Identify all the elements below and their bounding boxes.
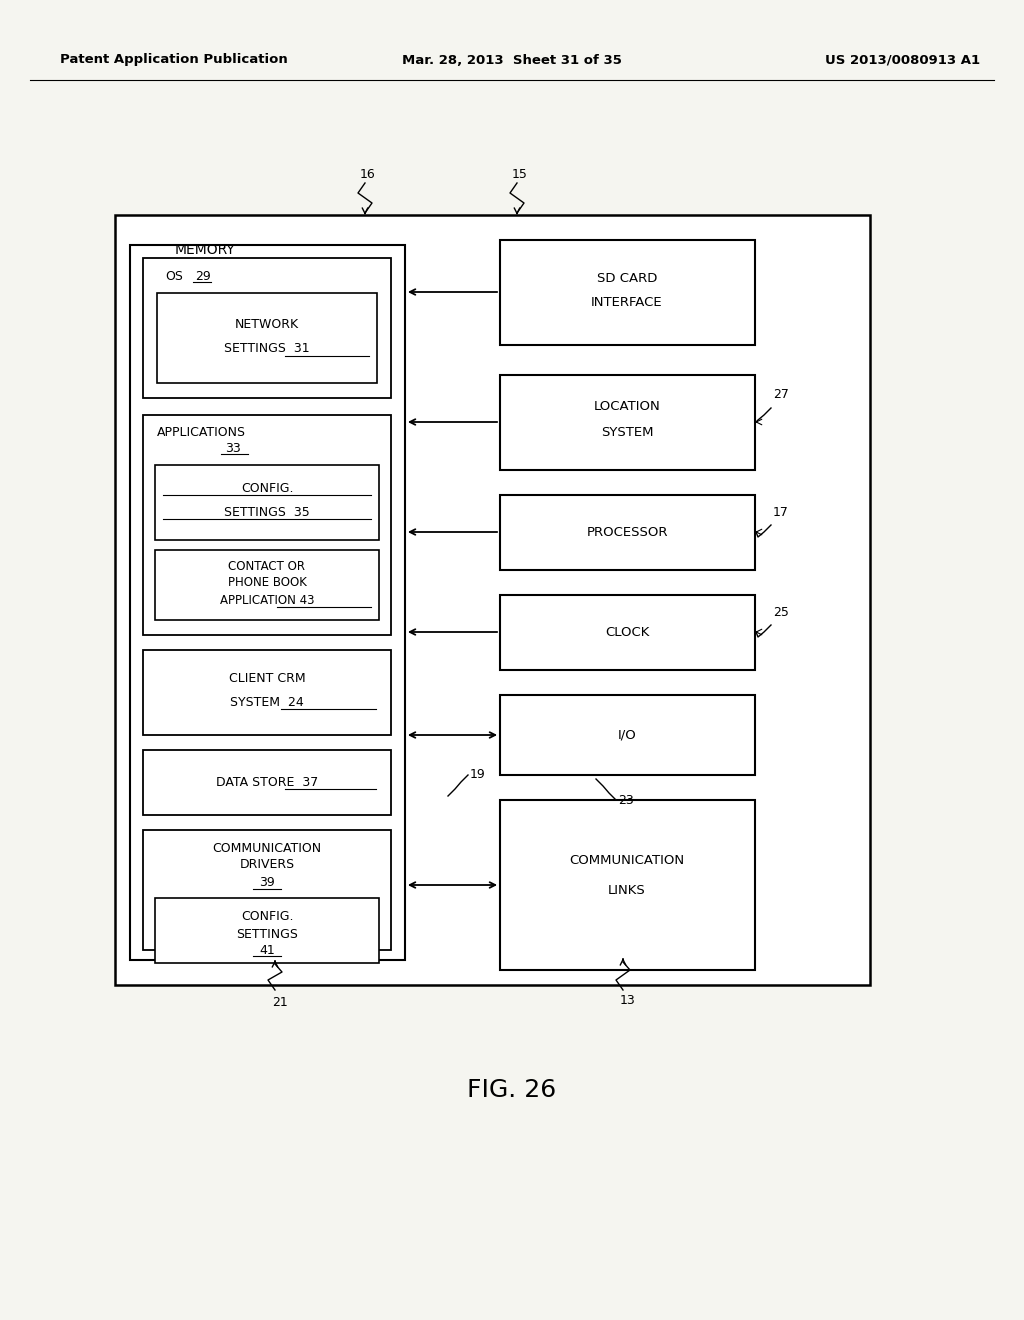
Text: SETTINGS  31: SETTINGS 31 xyxy=(224,342,310,355)
Bar xyxy=(143,414,391,635)
Text: LOCATION: LOCATION xyxy=(594,400,660,413)
Text: SYSTEM  24: SYSTEM 24 xyxy=(230,696,304,709)
Bar xyxy=(500,800,755,970)
Text: DRIVERS: DRIVERS xyxy=(240,858,295,871)
Bar xyxy=(500,375,755,470)
Text: APPLICATION 43: APPLICATION 43 xyxy=(220,594,314,606)
Text: COMMUNICATION: COMMUNICATION xyxy=(212,842,322,854)
Text: 41: 41 xyxy=(259,944,274,957)
Bar xyxy=(115,215,870,985)
Text: 17: 17 xyxy=(773,506,788,519)
Text: 39: 39 xyxy=(259,875,274,888)
Text: US 2013/0080913 A1: US 2013/0080913 A1 xyxy=(825,54,980,66)
Text: SETTINGS: SETTINGS xyxy=(237,928,298,940)
Bar xyxy=(143,257,391,399)
Text: LINKS: LINKS xyxy=(608,883,646,896)
Text: CLOCK: CLOCK xyxy=(605,626,649,639)
Text: SETTINGS  35: SETTINGS 35 xyxy=(224,507,310,520)
Bar xyxy=(155,550,379,620)
Text: PHONE BOOK: PHONE BOOK xyxy=(227,577,306,590)
Bar xyxy=(143,750,391,814)
Text: PROCESSOR: PROCESSOR xyxy=(587,525,668,539)
Text: 21: 21 xyxy=(272,995,288,1008)
Text: INTERFACE: INTERFACE xyxy=(591,296,663,309)
Bar xyxy=(500,595,755,671)
Text: 16: 16 xyxy=(360,169,376,181)
Bar xyxy=(130,246,406,960)
Bar xyxy=(500,240,755,345)
Text: 19: 19 xyxy=(470,768,485,781)
Text: OS: OS xyxy=(165,269,183,282)
Text: I/O: I/O xyxy=(617,729,636,742)
Text: 13: 13 xyxy=(621,994,636,1006)
Text: COMMUNICATION: COMMUNICATION xyxy=(569,854,685,866)
Text: 27: 27 xyxy=(773,388,788,401)
Bar xyxy=(500,696,755,775)
Text: Mar. 28, 2013  Sheet 31 of 35: Mar. 28, 2013 Sheet 31 of 35 xyxy=(402,54,622,66)
Text: 15: 15 xyxy=(512,169,528,181)
Bar xyxy=(143,830,391,950)
Text: CLIENT CRM: CLIENT CRM xyxy=(228,672,305,685)
Text: NETWORK: NETWORK xyxy=(234,318,299,331)
Text: SYSTEM: SYSTEM xyxy=(601,426,653,440)
Text: CONFIG.: CONFIG. xyxy=(241,909,293,923)
Text: FIG. 26: FIG. 26 xyxy=(467,1078,557,1102)
Bar xyxy=(500,495,755,570)
Text: MEMORY: MEMORY xyxy=(175,243,236,257)
Text: 25: 25 xyxy=(773,606,788,619)
Text: CONTACT OR: CONTACT OR xyxy=(228,560,305,573)
Text: Patent Application Publication: Patent Application Publication xyxy=(60,54,288,66)
Text: APPLICATIONS: APPLICATIONS xyxy=(157,426,246,440)
Bar xyxy=(157,293,377,383)
Text: 29: 29 xyxy=(195,269,211,282)
Text: 33: 33 xyxy=(225,441,241,454)
Text: CONFIG.: CONFIG. xyxy=(241,483,293,495)
Text: DATA STORE  37: DATA STORE 37 xyxy=(216,776,318,788)
Text: 23: 23 xyxy=(618,793,634,807)
Text: SD CARD: SD CARD xyxy=(597,272,657,285)
Bar xyxy=(155,465,379,540)
Bar xyxy=(143,649,391,735)
Bar xyxy=(155,898,379,964)
